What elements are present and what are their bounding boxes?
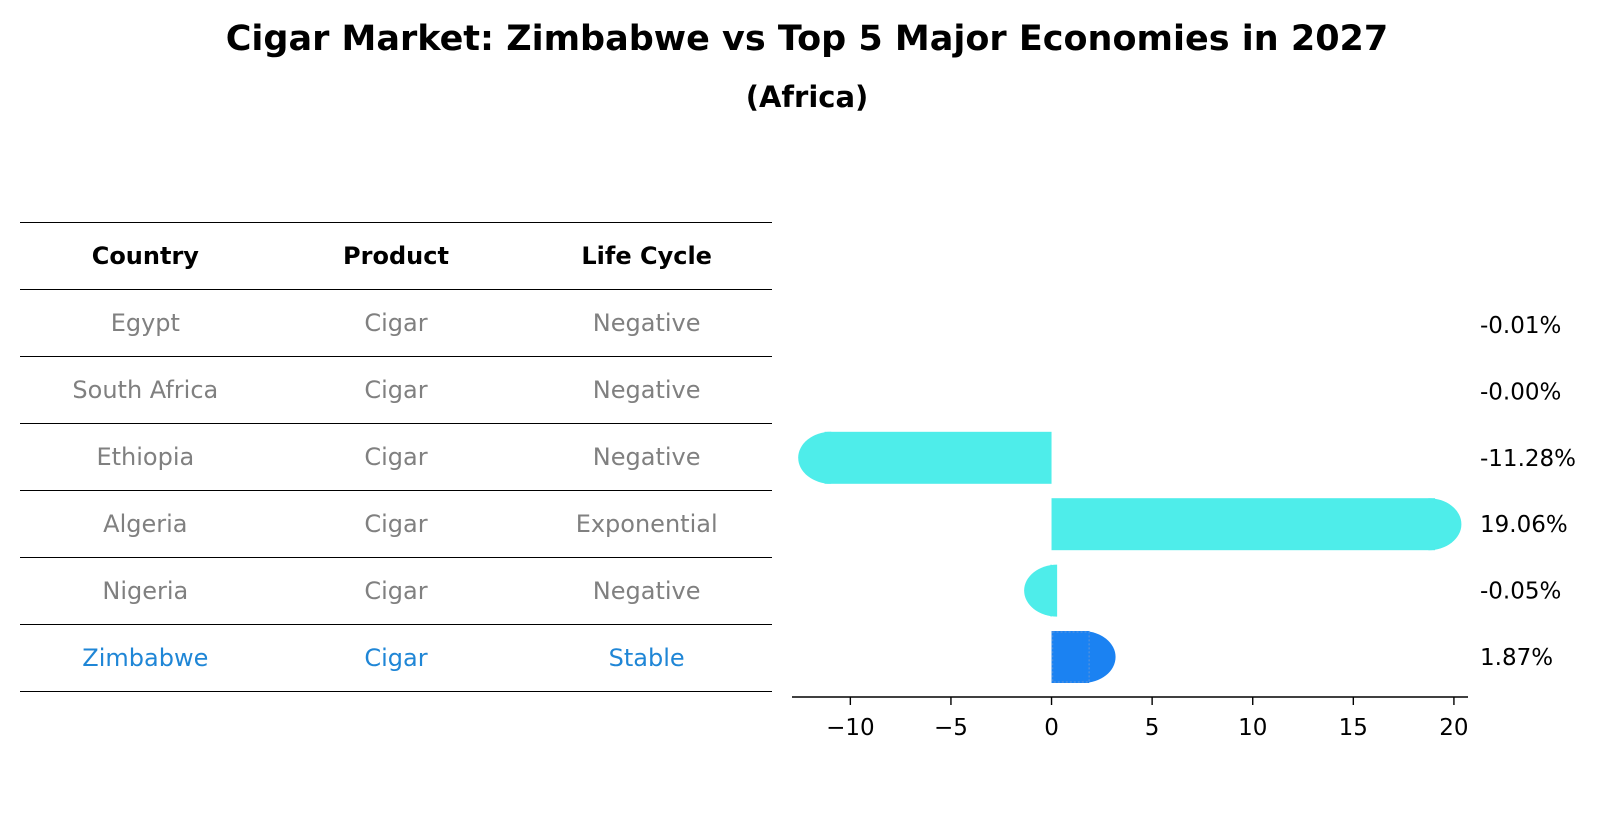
bar-end-cap-ethiopia	[798, 431, 832, 484]
x-tick-label: 20	[1439, 715, 1468, 741]
x-tick-label: 5	[1145, 715, 1160, 741]
table-header-row: Country Product Life Cycle	[20, 222, 772, 290]
x-tick-label: −10	[826, 715, 875, 741]
x-tick-label: 10	[1238, 715, 1267, 741]
table-row: Nigeria Cigar Negative	[20, 557, 772, 625]
x-tick-label: 15	[1339, 715, 1368, 741]
life-cycle-cell: Negative	[521, 289, 772, 357]
value-label: -0.01%	[1480, 313, 1561, 339]
product-cell: Cigar	[270, 356, 522, 424]
bar-ethiopia	[824, 431, 1052, 484]
country-cell: Ethiopia	[20, 423, 271, 491]
product-cell: Cigar	[270, 423, 522, 491]
table-row: South Africa Cigar Negative	[20, 356, 772, 424]
life-cycle-cell: Negative	[521, 423, 772, 491]
highlighted-life-cycle-cell: Stable	[521, 624, 772, 692]
value-label: -0.05%	[1480, 579, 1561, 605]
product-cell: Cigar	[270, 490, 522, 558]
value-label: 19.06%	[1480, 512, 1568, 538]
value-label: 1.87%	[1480, 645, 1553, 671]
country-column-header: Country	[20, 222, 271, 290]
country-cell: South Africa	[20, 356, 271, 424]
product-cell: Cigar	[270, 557, 522, 625]
bar-end-cap-zimbabwe	[1082, 631, 1116, 683]
bar-algeria	[1051, 498, 1436, 551]
value-label: -11.28%	[1480, 446, 1576, 472]
table-row: Ethiopia Cigar Negative	[20, 423, 772, 491]
market-table-panel: Country Product Life Cycle Egypt Cigar N…	[20, 222, 772, 692]
market-table: Country Product Life Cycle Egypt Cigar N…	[20, 222, 772, 692]
highlighted-table-row: Zimbabwe Cigar Stable	[20, 624, 772, 692]
country-cell: Nigeria	[20, 557, 271, 625]
x-tick-label: 0	[1044, 715, 1059, 741]
country-cell: Algeria	[20, 490, 271, 558]
chart-subtitle: (Africa)	[745, 80, 869, 114]
life-cycle-column-header: Life Cycle	[521, 222, 772, 290]
highlighted-product-cell: Cigar	[270, 624, 522, 692]
product-cell: Cigar	[270, 289, 522, 357]
x-tick-label: −5	[934, 715, 968, 741]
table-row: Egypt Cigar Negative	[20, 289, 772, 357]
life-cycle-cell: Exponential	[521, 490, 772, 558]
highlight-bar-outline	[1051, 631, 1090, 683]
life-cycle-cell: Negative	[521, 557, 772, 625]
value-label: -0.00%	[1480, 379, 1561, 405]
bar-end-cap-algeria	[1428, 498, 1462, 551]
bar-end-cap-nigeria	[1024, 564, 1058, 617]
product-column-header: Product	[270, 222, 522, 290]
country-cell: Egypt	[20, 289, 271, 357]
highlighted-country-cell: Zimbabwe	[20, 624, 271, 692]
table-row: Algeria Cigar Exponential	[20, 490, 772, 558]
chart-title: Cigar Market: Zimbabwe vs Top 5 Major Ec…	[225, 19, 1389, 59]
life-cycle-cell: Negative	[521, 356, 772, 424]
